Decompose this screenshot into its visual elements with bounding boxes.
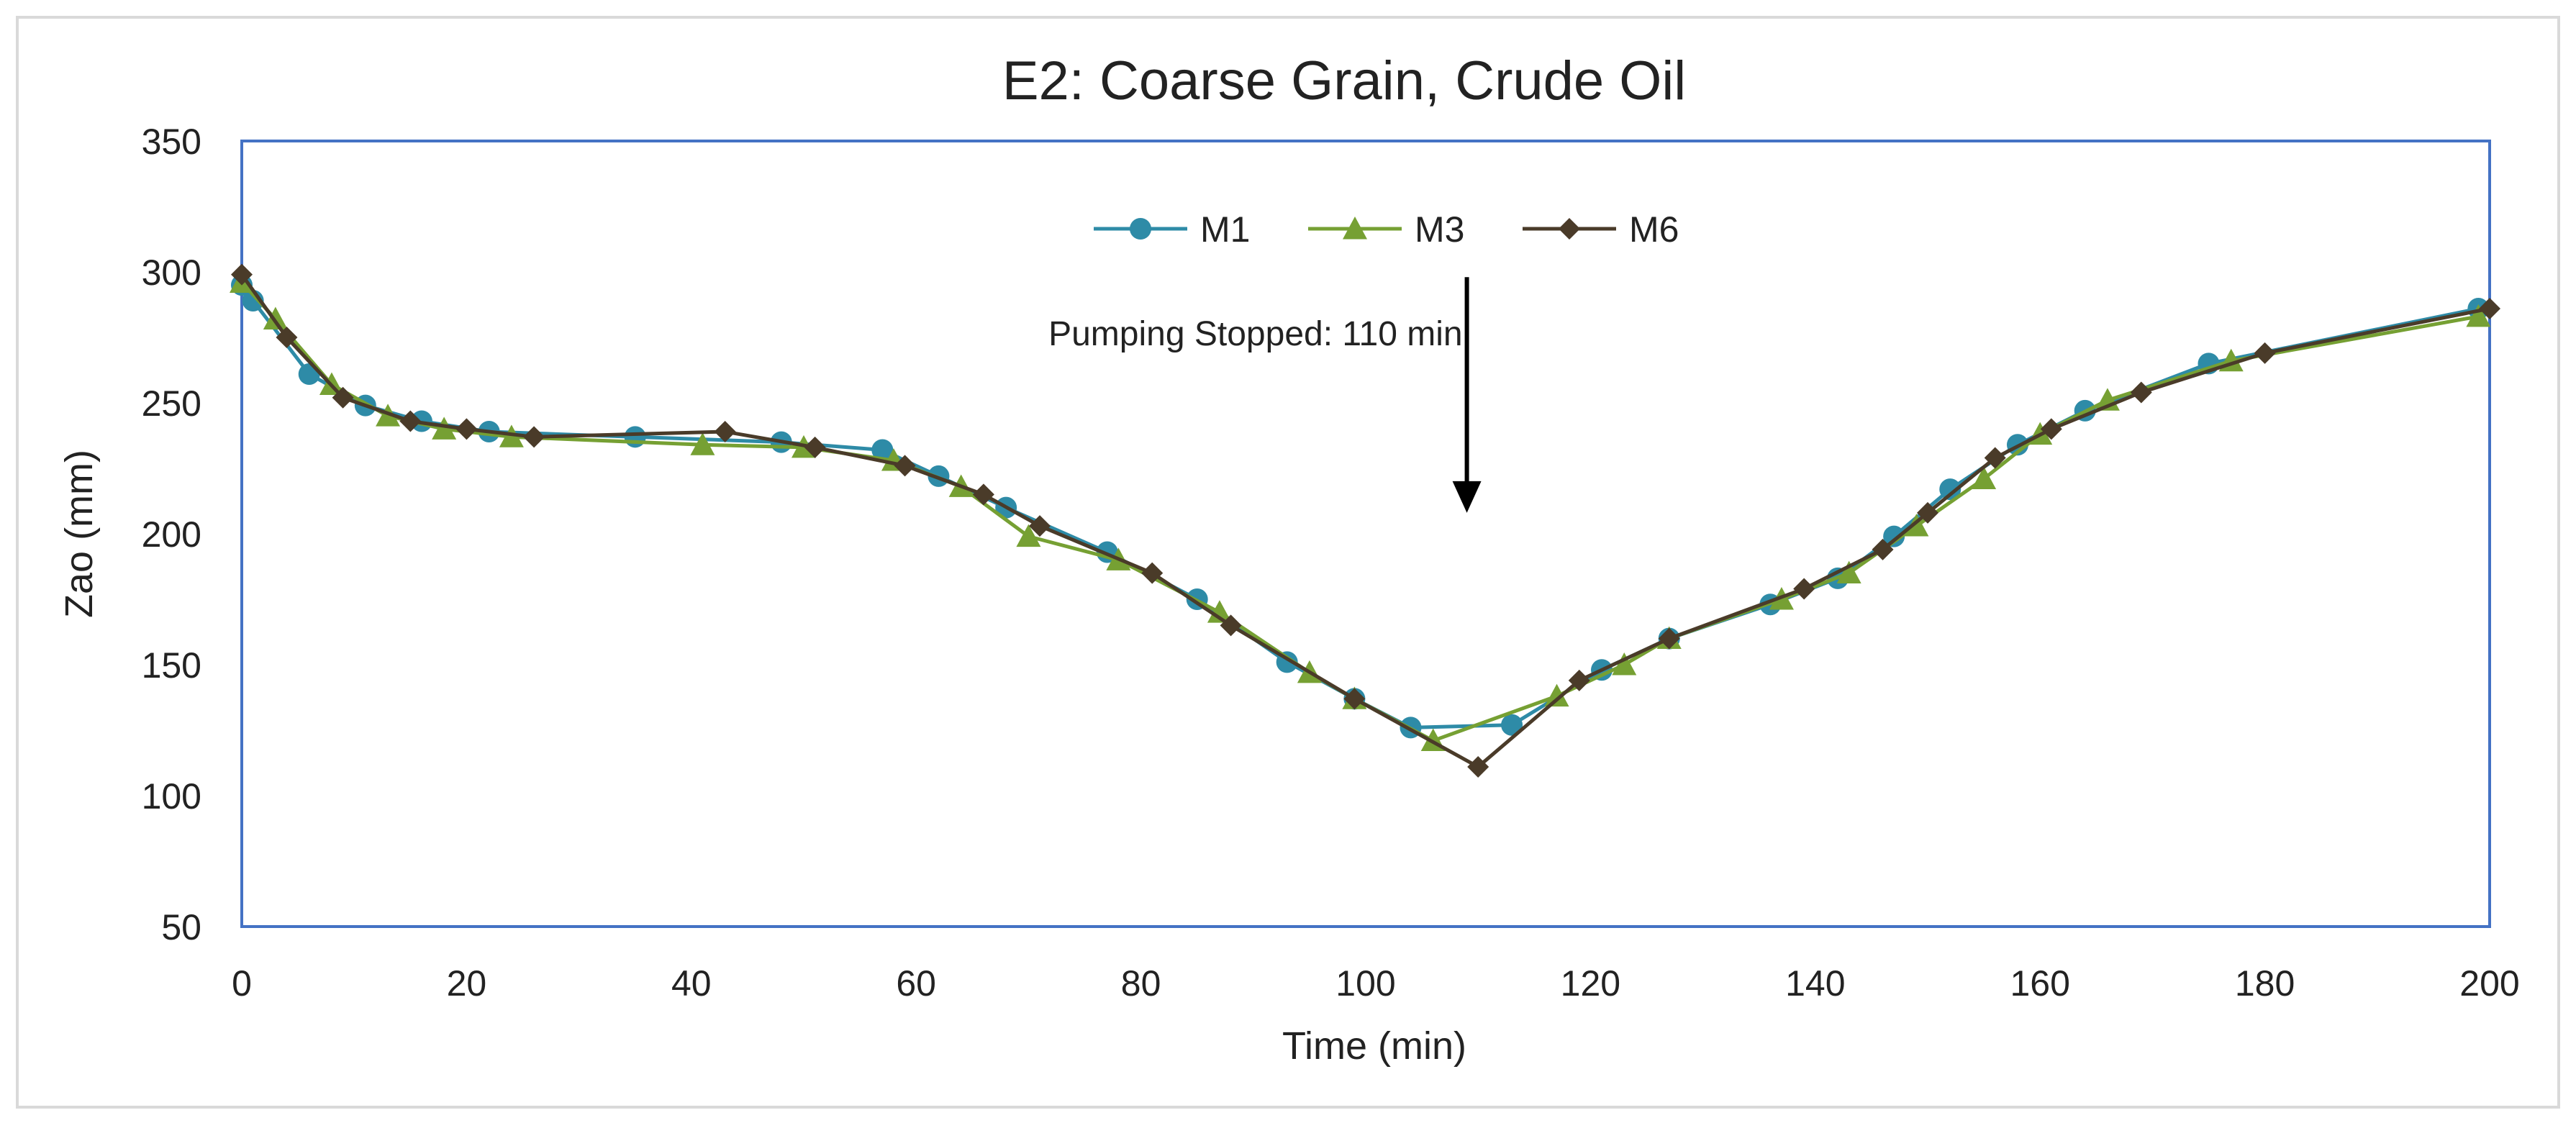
- series-m6-point: [276, 327, 298, 348]
- series-m6-point: [1220, 614, 1242, 637]
- series-layer: [230, 263, 2500, 778]
- y-axis-ticks: 50 100 150 200 250 300 350: [142, 122, 201, 947]
- y-tick-label: 250: [142, 383, 201, 424]
- series-m1-point: [624, 426, 646, 448]
- series-m3-point: [1904, 514, 1929, 537]
- series-m6-point: [2040, 418, 2062, 440]
- legend-label: M1: [1200, 209, 1250, 250]
- series-m6-point: [455, 418, 478, 440]
- series-m6-point: [399, 410, 422, 432]
- series-m1-point: [1501, 714, 1523, 736]
- x-tick-label: 140: [1785, 963, 1845, 1004]
- series-m3-point: [263, 306, 288, 329]
- legend-item-m6: M6: [1523, 209, 1679, 250]
- x-tick-label: 120: [1561, 963, 1620, 1004]
- chart-title: E2: Coarse Grain, Crude Oil: [1002, 50, 1686, 112]
- x-tick-label: 20: [447, 963, 487, 1004]
- y-tick-label: 50: [161, 907, 201, 947]
- series-m6-point: [1917, 501, 1938, 524]
- series-m6-point: [714, 421, 736, 443]
- y-tick-label: 300: [142, 253, 201, 293]
- chart-border: [16, 16, 2560, 1109]
- x-tick-label: 160: [2010, 963, 2069, 1004]
- x-axis-label: Time (min): [1282, 1024, 1466, 1068]
- legend-label: M6: [1629, 209, 1679, 250]
- series-m6-point: [1029, 515, 1051, 537]
- series-m3-point: [1972, 466, 1997, 490]
- x-tick-label: 40: [671, 963, 712, 1004]
- legend: M1 M3 M6: [1094, 209, 1679, 250]
- series-m3-point: [1016, 524, 1041, 547]
- series-m3-point: [690, 432, 715, 455]
- legend-swatch-marker: [1343, 217, 1367, 240]
- series-m6-point: [804, 436, 826, 458]
- series-m3-point: [2466, 304, 2491, 327]
- legend-item-m1: M1: [1094, 209, 1250, 250]
- series-m6-point: [2130, 381, 2152, 404]
- plot-area-frame: [240, 140, 2491, 928]
- x-tick-label: 0: [232, 963, 252, 1004]
- series-m6-point: [1658, 627, 1680, 650]
- series-m6-point: [1141, 562, 1164, 584]
- series-m6-point: [894, 455, 916, 477]
- x-tick-label: 180: [2235, 963, 2295, 1004]
- series-m6-point: [1343, 688, 1366, 710]
- legend-swatch-marker: [1559, 218, 1580, 240]
- series-m3-point: [1207, 600, 1232, 623]
- annotation-arrowhead: [1452, 481, 1482, 513]
- series-m6-point: [972, 483, 994, 506]
- series-m6-point: [1467, 755, 1489, 778]
- y-tick-label: 100: [142, 776, 201, 817]
- y-tick-label: 150: [142, 645, 201, 686]
- y-axis-label: Zao (mm): [58, 450, 101, 618]
- series-m6-point: [231, 263, 253, 286]
- series-m6: [231, 263, 2500, 778]
- series-m6-point: [2254, 342, 2276, 364]
- y-tick-label: 350: [142, 122, 201, 162]
- legend-item-m3: M3: [1308, 209, 1464, 250]
- legend-label: M3: [1415, 209, 1464, 250]
- series-m3-point: [1836, 560, 1861, 584]
- series-m3-point: [432, 417, 457, 440]
- series-m6-point: [1568, 669, 1590, 691]
- annotation: Pumping Stopped: 110 min: [1048, 277, 1482, 513]
- annotation-text: Pumping Stopped: 110 min: [1048, 315, 1462, 353]
- series-m6-point: [1793, 578, 1815, 600]
- series-m1-point: [1939, 478, 1962, 501]
- x-tick-label: 80: [1121, 963, 1161, 1004]
- series-m1-point: [1883, 525, 1905, 547]
- series-m6-point: [1872, 538, 1894, 560]
- y-tick-label: 200: [142, 514, 201, 555]
- series-m6-point: [1984, 447, 2006, 469]
- series-m6-point: [523, 426, 545, 448]
- x-tick-label: 100: [1335, 963, 1395, 1004]
- x-tick-label: 60: [896, 963, 936, 1004]
- legend-swatch-marker: [1130, 218, 1151, 240]
- series-m3-point: [1612, 652, 1637, 676]
- series-m3-point: [1544, 683, 1569, 707]
- series-m6-point: [2479, 297, 2500, 319]
- series-m6-point: [332, 386, 354, 409]
- x-axis-ticks: 0 20 40 60 80 100 120 140 160 180 200: [232, 963, 2520, 1004]
- series-m1-point: [871, 439, 894, 461]
- x-tick-label: 200: [2459, 963, 2519, 1004]
